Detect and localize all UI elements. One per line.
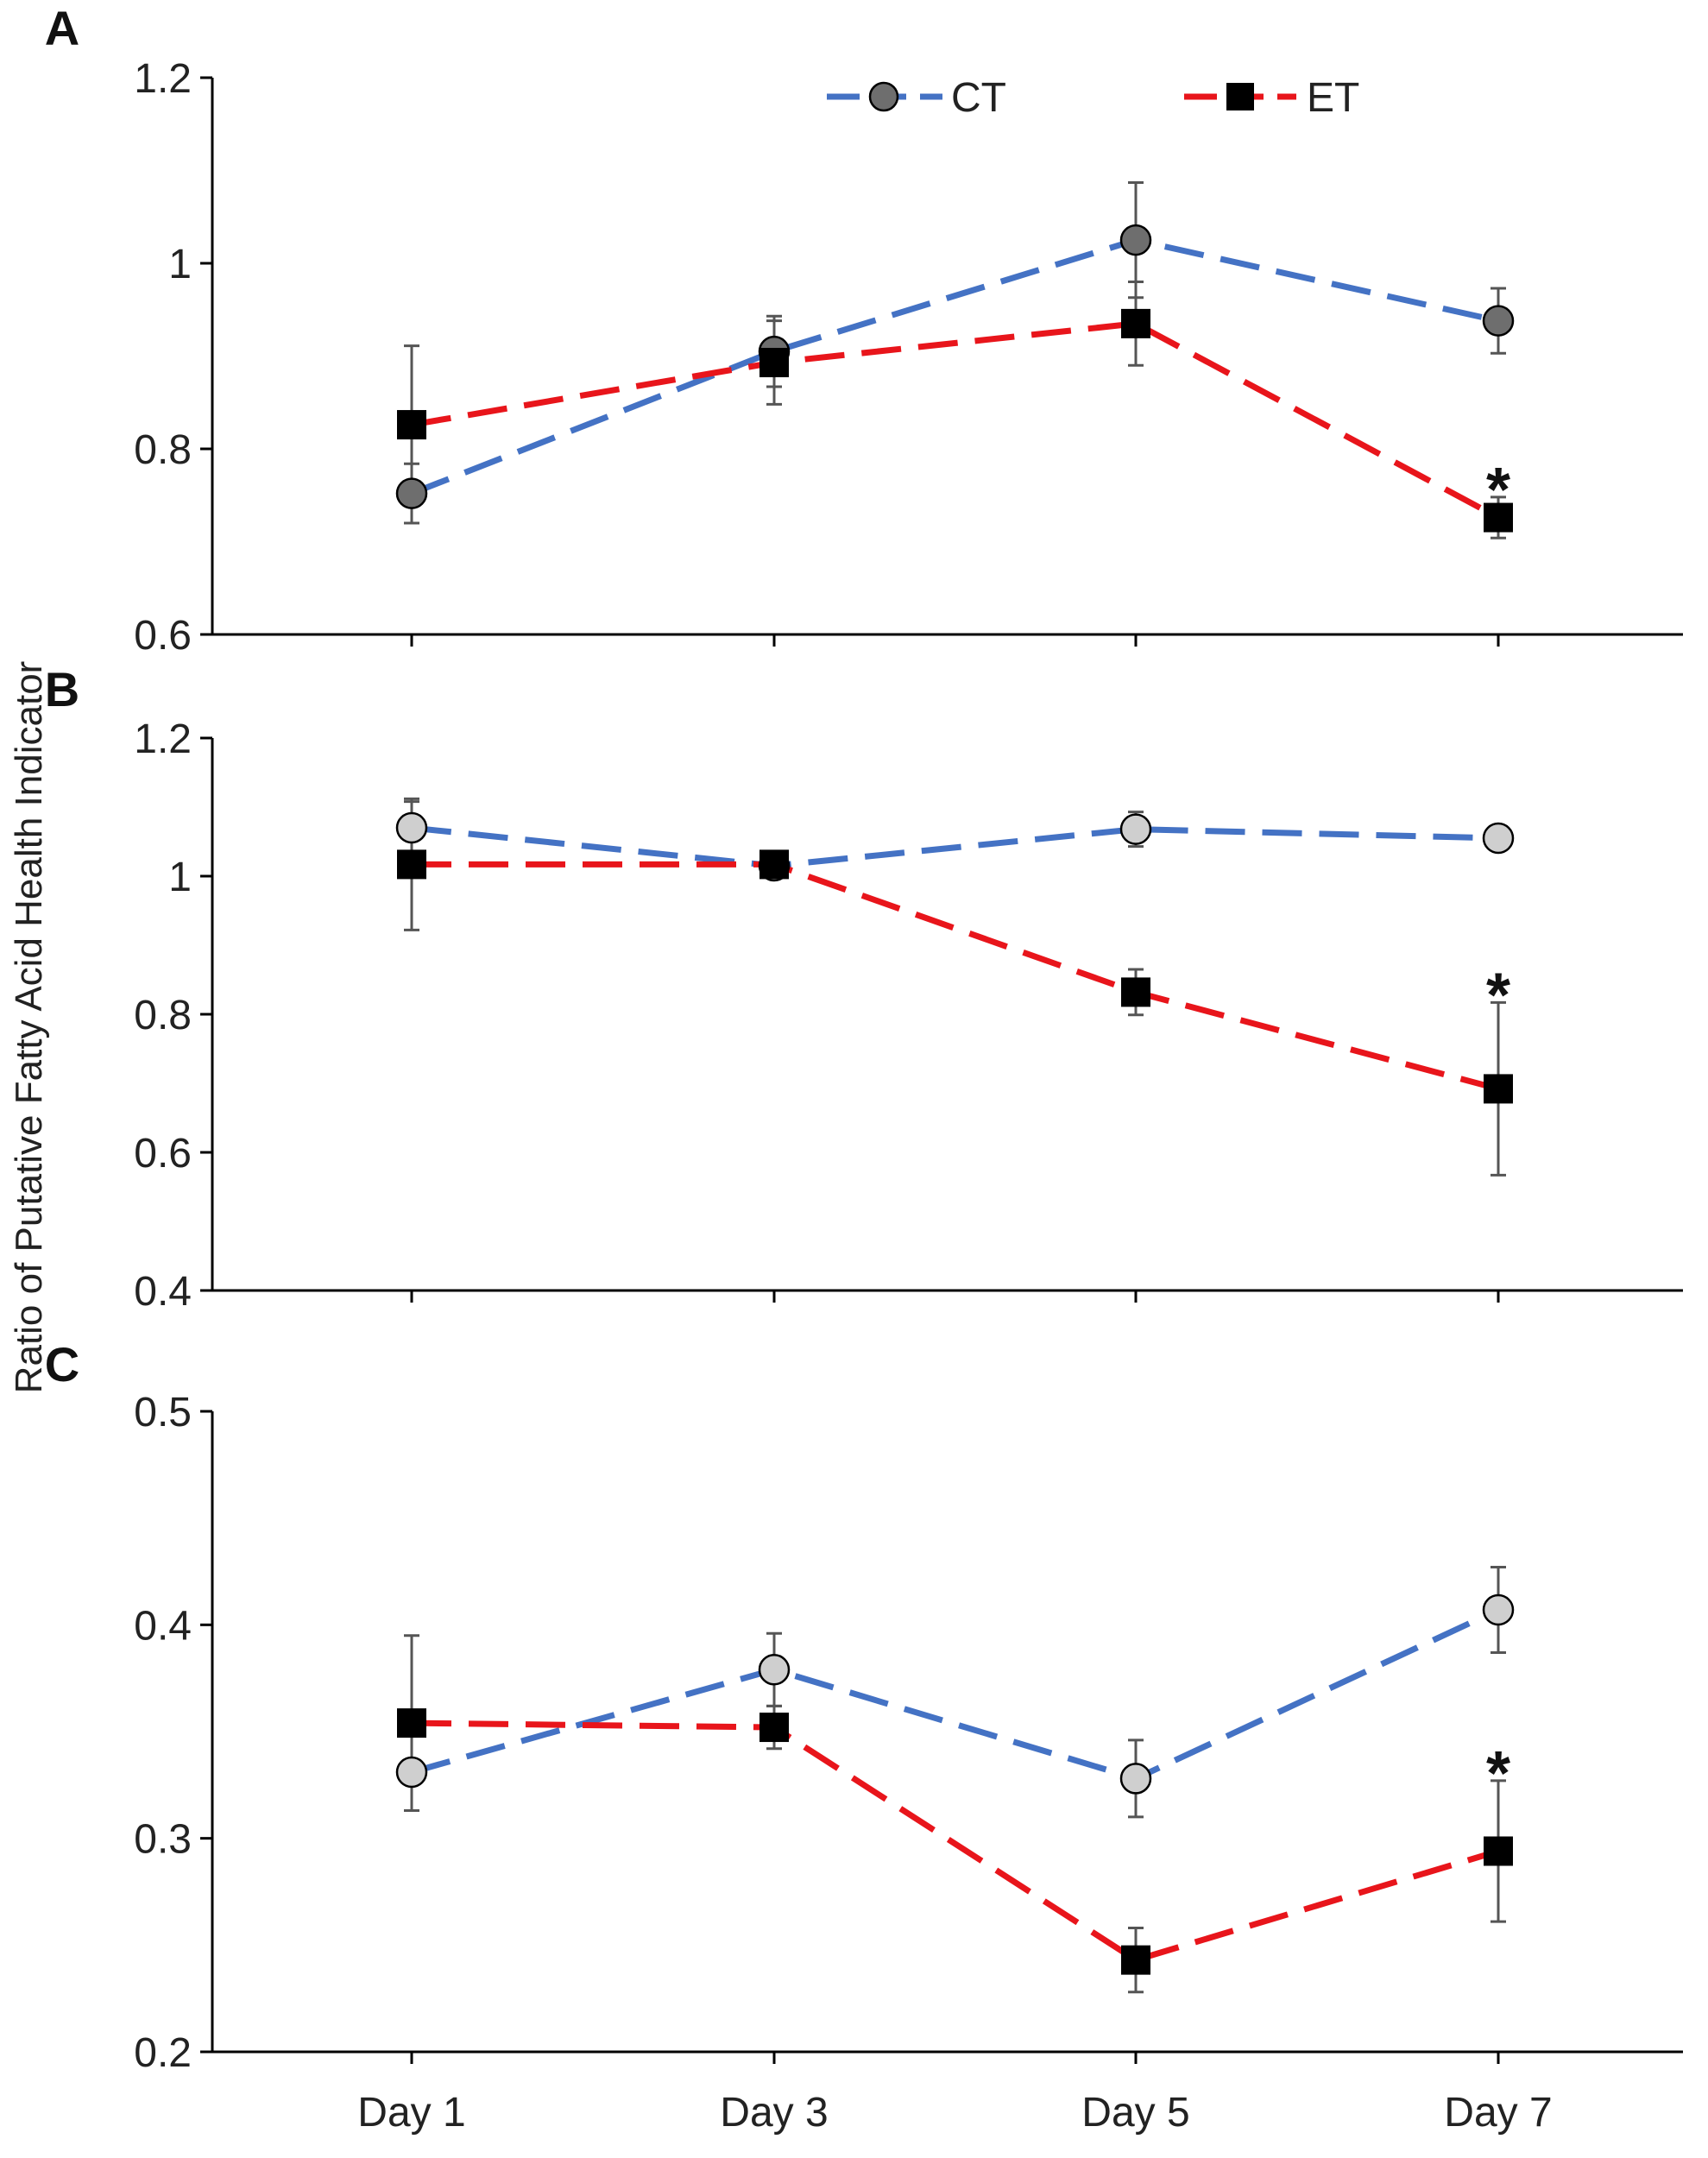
legend-et-label: ET <box>1307 75 1359 121</box>
data-point-ct <box>395 1756 428 1789</box>
x-tick-label: Day 7 <box>1444 2090 1552 2136</box>
y-tick-label: 0.2 <box>134 2030 192 2076</box>
data-point-et <box>397 1708 426 1738</box>
data-point-et <box>1121 308 1150 338</box>
significance-star: * <box>1486 456 1510 525</box>
square-marker-icon <box>1226 83 1254 110</box>
chart-panel-b: B 0.4 0.6 0.8 1 1.2 * <box>45 662 1683 1315</box>
y-tick-label: 1.2 <box>134 716 192 762</box>
data-point-et <box>1484 502 1513 533</box>
data-point-ct <box>1482 822 1515 855</box>
data-point-ct <box>1119 1763 1152 1795</box>
y-tick-label: 0.4 <box>134 1603 192 1649</box>
data-point-et <box>1484 1074 1513 1104</box>
data-point-et <box>759 348 789 378</box>
data-point-ct <box>1482 1593 1515 1626</box>
data-point-et <box>759 1713 789 1743</box>
panel-letter: B <box>45 662 79 716</box>
y-axis-label: Ratio of Putative Fatty Acid Health Indi… <box>8 661 50 1394</box>
panel-letter: C <box>45 1337 79 1391</box>
data-point-ct <box>1482 305 1515 337</box>
chart-panel-c: C 0.2 0.3 0.4 0.5 Day 1 Day 3 Day 5 Day 7 * <box>45 1337 1683 2136</box>
data-point-ct <box>758 1654 791 1686</box>
y-tick-label: 0.4 <box>134 1269 192 1315</box>
data-point-ct <box>395 811 428 844</box>
data-point-et <box>759 849 789 880</box>
data-point-ct <box>395 477 428 509</box>
series-line-et <box>411 1719 1500 1964</box>
series-line-et <box>412 861 1499 1092</box>
y-tick-label: 1 <box>168 855 192 900</box>
y-tick-label: 0.3 <box>134 1817 192 1863</box>
x-tick-label: Day 1 <box>357 2090 465 2136</box>
data-point-et <box>397 410 426 440</box>
series-line-ct <box>411 1606 1500 1782</box>
circle-marker-icon <box>868 81 899 112</box>
x-tick-label: Day 3 <box>720 2090 828 2136</box>
data-point-ct <box>1119 813 1152 845</box>
data-point-et <box>397 849 426 880</box>
data-point-et <box>1121 1945 1150 1975</box>
chart-panel-a: A 0.6 0.8 1 1.2 * <box>45 1 1683 659</box>
y-tick-label: 1 <box>168 242 192 287</box>
y-tick-label: 1.2 <box>134 56 192 102</box>
y-tick-label: 0.6 <box>134 613 192 659</box>
y-tick-label: 0.5 <box>134 1390 192 1436</box>
significance-star: * <box>1486 1739 1510 1808</box>
data-point-et <box>1121 977 1150 1007</box>
series-line-ct <box>410 237 1499 496</box>
legend: CT ET <box>827 75 1359 121</box>
legend-ct-label: CT <box>951 75 1006 121</box>
x-tick-label: Day 5 <box>1081 2090 1189 2136</box>
y-tick-label: 0.6 <box>134 1131 192 1177</box>
series-line-ct <box>411 824 1499 869</box>
data-point-ct <box>1119 224 1152 256</box>
y-tick-label: 0.8 <box>134 993 192 1038</box>
series-line-et <box>411 320 1500 521</box>
y-tick-label: 0.8 <box>134 427 192 473</box>
panel-letter: A <box>45 1 79 55</box>
significance-star: * <box>1486 961 1510 1030</box>
data-point-et <box>1484 1836 1513 1866</box>
